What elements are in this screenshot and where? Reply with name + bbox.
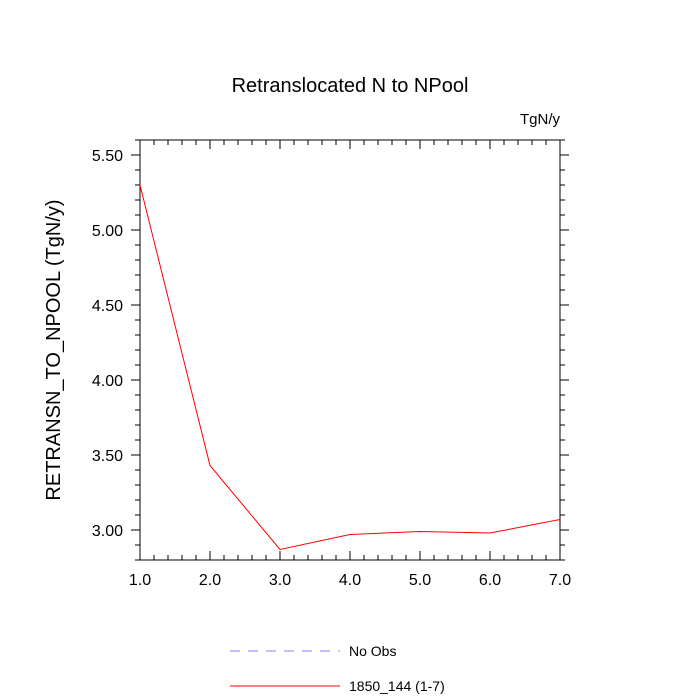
x-tick-label: 7.0 [549,572,571,589]
legend-label-0: No Obs [349,643,396,659]
series-line-1 [139,184,561,551]
series-layer [139,184,561,551]
y-tick-label: 5.50 [92,148,123,165]
axis-ticks: 1.0 2.0 3.0 4.0 5.0 6.0 7.0 3.00 3.50 4.00 4.50 5.0… [92,139,571,589]
x-tick-label: 6.0 [479,572,501,589]
plot-frame [139,139,561,561]
x-tick-label: 5.0 [409,572,431,589]
units-label: TgN/y [520,111,561,128]
legend: No Obs 1850_144 (1-7) [230,643,445,694]
x-tick-label: 4.0 [339,572,361,589]
y-tick-label: 5.00 [92,223,123,240]
legend-label-1: 1850_144 (1-7) [349,678,445,694]
y-tick-label: 4.50 [92,298,123,315]
y-tick-label: 4.00 [92,373,123,390]
x-tick-label: 2.0 [199,572,221,589]
y-tick-label: 3.50 [92,448,123,465]
y-tick-label: 3.00 [92,523,123,540]
x-tick-label: 1.0 [129,572,151,589]
x-tick-label: 3.0 [269,572,291,589]
y-axis-label: RETRANSN_TO_NPOOL (TgN/y) [43,199,65,500]
chart-title: Retranslocated N to NPool [232,75,469,97]
